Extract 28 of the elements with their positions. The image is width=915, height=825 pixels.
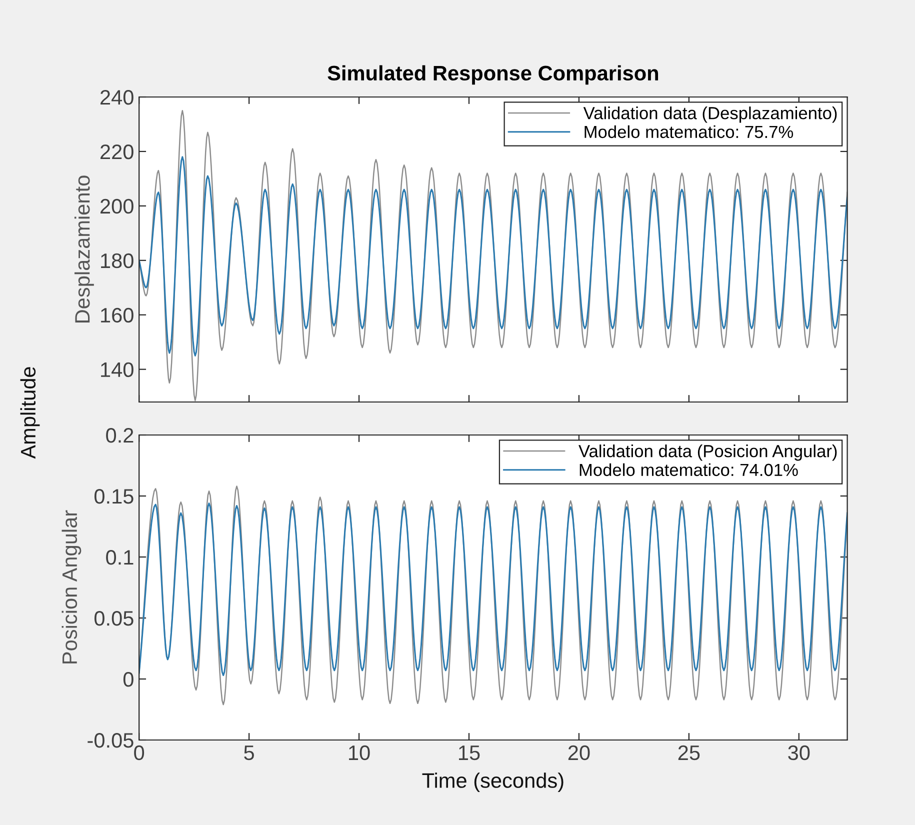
y-tick-label: 0.2	[106, 428, 134, 443]
y-axis-title: Desplazamiento	[74, 176, 94, 322]
y-tick-label: 200	[100, 198, 134, 214]
chart-title: Simulated Response Comparison	[328, 65, 658, 85]
y-tick-label: 0.1	[106, 550, 134, 565]
y-tick-label: -0.05	[88, 733, 134, 748]
y-tick-label: 0	[123, 672, 134, 687]
y-tick-label: 140	[101, 362, 134, 378]
x-tick-label: 10	[349, 745, 370, 760]
legend-label: Modelo matematico: 75.7%	[584, 125, 794, 138]
y-axis-title: Posicion Angular	[62, 510, 82, 664]
x-axis-title: Time (seconds)	[422, 772, 564, 792]
y-tick-label: 0.05	[94, 611, 134, 626]
x-tick-label: 0	[134, 745, 144, 760]
x-tick-label: 25	[678, 745, 700, 760]
legend-label: Modelo matematico: 74.01%	[580, 463, 798, 476]
x-tick-label: 30	[788, 745, 810, 760]
x-tick-label: 15	[458, 746, 480, 760]
y-tick-label: 180	[101, 253, 134, 268]
x-tick-label: 5	[244, 746, 254, 760]
x-tick-label: 20	[568, 745, 590, 760]
y-tick-label: 160	[101, 308, 134, 323]
y-tick-label: 0.15	[94, 489, 134, 504]
y-tick-label: 220	[100, 144, 134, 160]
y-tick-label: 240	[100, 90, 134, 105]
text: Amplitude	[20, 367, 40, 459]
legend-label: Validation data (Posicion Angular)	[578, 444, 837, 461]
legend-label: Validation data (Desplazamiento)	[583, 106, 837, 123]
